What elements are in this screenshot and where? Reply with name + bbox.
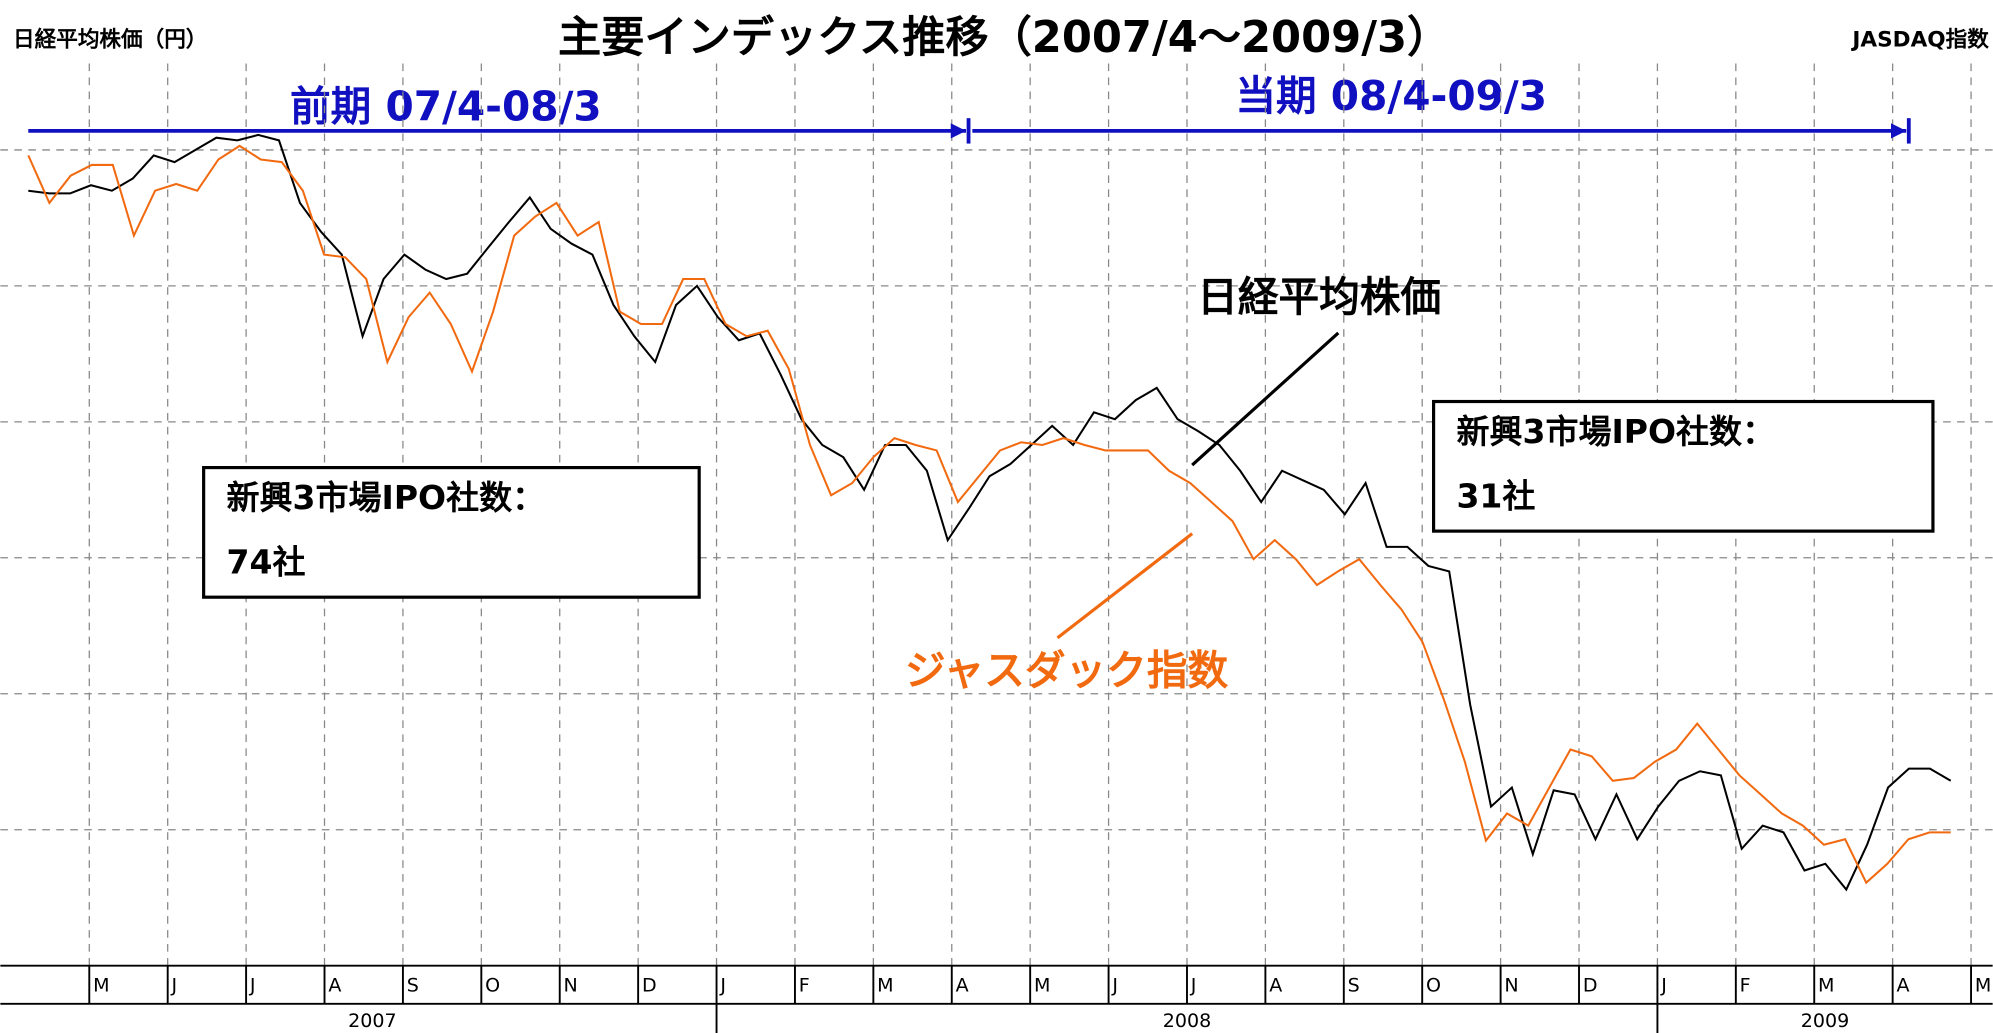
month-label: A bbox=[956, 974, 969, 996]
month-label: M bbox=[877, 974, 893, 996]
leader-line bbox=[1056, 532, 1194, 640]
series-label: 日経平均株価 bbox=[1197, 273, 1441, 321]
axis-band bbox=[0, 965, 1993, 1033]
period-label: 当期 08/4-09/3 bbox=[1235, 72, 1547, 120]
month-label: J bbox=[249, 974, 256, 996]
series-label: ジャスダック指数 bbox=[905, 646, 1228, 694]
y-axis-label: 日経平均株価（円） bbox=[13, 27, 207, 53]
month-label: M bbox=[1034, 974, 1050, 996]
month-label: D bbox=[642, 974, 657, 996]
box-text: 新興3市場IPO社数： bbox=[1456, 412, 1775, 451]
month-label: J bbox=[719, 974, 726, 996]
month-label: A bbox=[1896, 974, 1909, 996]
arrow-head bbox=[950, 123, 967, 139]
month-label: F bbox=[799, 974, 810, 996]
year-label: 2008 bbox=[1163, 1010, 1211, 1032]
month-label: N bbox=[1504, 974, 1518, 996]
chart-title: 主要インデックス推移（2007/4〜2009/3） bbox=[558, 13, 1450, 63]
month-label: M bbox=[1975, 974, 1991, 996]
info-box bbox=[1431, 399, 1935, 533]
month-label: J bbox=[171, 974, 178, 996]
y2-axis-label: JASDAQ指数 bbox=[1850, 27, 1989, 53]
month-label: O bbox=[485, 974, 500, 996]
arrow-head bbox=[1891, 123, 1907, 139]
month-label: J bbox=[1660, 974, 1667, 996]
box-text: 新興3市場IPO社数： bbox=[227, 478, 546, 517]
box-text: 74社 bbox=[227, 543, 306, 582]
month-label: A bbox=[328, 974, 341, 996]
month-label: A bbox=[1269, 974, 1282, 996]
month-label: D bbox=[1583, 974, 1598, 996]
month-label: S bbox=[407, 974, 419, 996]
info-box bbox=[202, 465, 701, 599]
month-label: S bbox=[1348, 974, 1360, 996]
month-label: M bbox=[1818, 974, 1834, 996]
year-label: 2007 bbox=[348, 1010, 396, 1032]
period-label: 前期 07/4-08/3 bbox=[290, 82, 602, 130]
month-label: N bbox=[564, 974, 578, 996]
series-line bbox=[27, 144, 1951, 885]
month-label: M bbox=[93, 974, 109, 996]
month-label: J bbox=[1190, 974, 1197, 996]
box-text: 31社 bbox=[1456, 477, 1535, 516]
month-label: O bbox=[1426, 974, 1441, 996]
series-line bbox=[28, 133, 1952, 892]
leader-line bbox=[1191, 331, 1340, 467]
year-label: 2009 bbox=[1801, 1010, 1849, 1032]
month-label: J bbox=[1111, 974, 1118, 996]
month-label: F bbox=[1740, 974, 1751, 996]
